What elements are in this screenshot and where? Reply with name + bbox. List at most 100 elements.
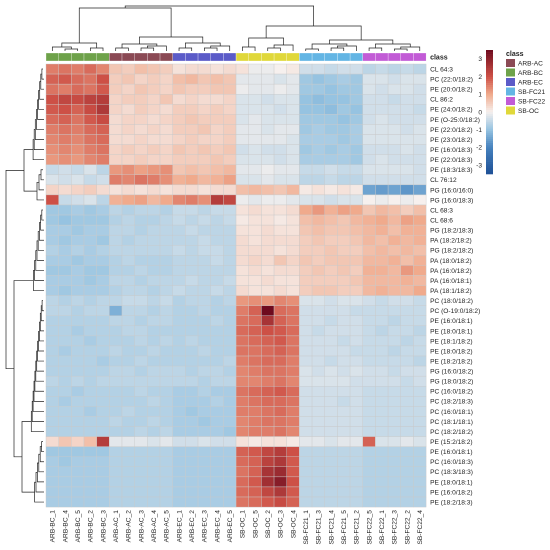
heatmap-cell bbox=[235, 194, 249, 206]
heatmap-cell bbox=[58, 375, 72, 387]
heatmap-cell bbox=[387, 466, 401, 478]
heatmap-cell bbox=[71, 164, 85, 175]
heatmap-cell bbox=[400, 446, 414, 457]
heatmap-cell bbox=[248, 446, 262, 457]
heatmap-cell bbox=[134, 496, 148, 508]
heatmap-cell bbox=[387, 426, 401, 437]
heatmap-cell bbox=[210, 124, 224, 135]
heatmap-cell bbox=[400, 204, 414, 216]
heatmap-cell bbox=[134, 204, 148, 216]
heatmap-cell bbox=[324, 114, 338, 125]
heatmap-cell bbox=[248, 214, 262, 226]
column-dendrogram-link bbox=[267, 47, 281, 51]
heatmap-cell bbox=[248, 335, 262, 347]
heatmap-cell bbox=[375, 436, 389, 447]
class-annotation-cell bbox=[96, 52, 110, 62]
class-annotation-cell bbox=[362, 52, 376, 62]
heatmap-cell bbox=[362, 214, 376, 226]
heatmap-cell bbox=[413, 204, 427, 216]
heatmap-cell bbox=[311, 134, 325, 145]
heatmap-cell bbox=[83, 335, 97, 347]
heatmap-cell bbox=[147, 406, 161, 417]
heatmap-cell bbox=[147, 416, 161, 427]
heatmap-cell bbox=[223, 83, 237, 95]
column-label: SB-FC21_3 bbox=[316, 510, 323, 545]
heatmap-cell bbox=[324, 265, 338, 276]
heatmap-cell bbox=[273, 325, 287, 337]
heatmap-cell bbox=[400, 245, 414, 256]
heatmap-cell bbox=[387, 134, 401, 145]
colorbar-segment bbox=[486, 78, 493, 82]
heatmap-cell bbox=[400, 375, 414, 387]
colorbar-segment bbox=[486, 145, 493, 148]
heatmap-cell bbox=[261, 496, 275, 508]
heatmap-cell bbox=[286, 325, 300, 337]
heatmap-cell bbox=[58, 134, 72, 145]
heatmap-cell bbox=[58, 446, 72, 457]
heatmap-cell bbox=[223, 63, 237, 75]
heatmap-cell bbox=[172, 204, 186, 216]
heatmap-cell bbox=[337, 234, 351, 246]
heatmap-cell bbox=[400, 174, 414, 186]
heatmap-cell bbox=[159, 134, 173, 145]
heatmap-cell bbox=[349, 476, 363, 488]
heatmap-cell bbox=[96, 265, 110, 276]
heatmap-cell bbox=[58, 365, 72, 377]
heatmap-cell bbox=[121, 134, 135, 145]
colorbar-segment bbox=[486, 120, 493, 123]
heatmap-cell bbox=[375, 426, 389, 437]
heatmap-cell bbox=[362, 446, 376, 457]
heatmap-cell bbox=[261, 204, 275, 216]
heatmap-cell bbox=[324, 375, 338, 387]
heatmap-cell bbox=[248, 436, 262, 447]
heatmap-cell bbox=[83, 416, 97, 427]
row-label: PC (22:0/18:2) bbox=[430, 77, 473, 84]
heatmap-cell bbox=[121, 94, 135, 105]
heatmap-cell bbox=[248, 365, 262, 377]
heatmap-cell bbox=[387, 375, 401, 387]
heatmap-cell bbox=[235, 295, 249, 306]
heatmap-cell bbox=[121, 375, 135, 387]
heatmap-cell bbox=[273, 436, 287, 447]
heatmap-cell bbox=[400, 436, 414, 447]
heatmap-cell bbox=[223, 104, 237, 115]
legend-label: ARB-BC bbox=[518, 70, 543, 77]
heatmap-cell bbox=[286, 234, 300, 246]
row-label: PA (18:1/18:2) bbox=[430, 288, 472, 295]
heatmap-cell bbox=[235, 124, 249, 135]
heatmap-cell bbox=[121, 83, 135, 95]
heatmap-cell bbox=[147, 104, 161, 115]
heatmap-cell bbox=[349, 486, 363, 498]
heatmap-cell bbox=[83, 174, 97, 186]
heatmap-cell bbox=[71, 184, 85, 196]
heatmap-cell bbox=[375, 224, 389, 236]
heatmap-cell bbox=[147, 365, 161, 377]
row-label: PC (18:2/18:2) bbox=[430, 429, 473, 436]
heatmap-cell bbox=[96, 355, 110, 367]
heatmap-cell bbox=[375, 174, 389, 186]
heatmap-cell bbox=[311, 73, 325, 85]
heatmap-cell bbox=[413, 355, 427, 367]
heatmap-cell bbox=[58, 295, 72, 306]
heatmap-cell bbox=[311, 184, 325, 196]
heatmap-cell bbox=[121, 204, 135, 216]
heatmap-cell bbox=[324, 305, 338, 316]
heatmap-cell bbox=[83, 456, 97, 468]
heatmap-cell bbox=[185, 184, 199, 196]
heatmap-cell bbox=[71, 335, 85, 347]
heatmap-cell bbox=[413, 436, 427, 447]
heatmap-cell bbox=[387, 184, 401, 196]
heatmap-cell bbox=[311, 456, 325, 468]
heatmap-cell bbox=[121, 245, 135, 256]
heatmap-cell bbox=[45, 134, 59, 145]
heatmap-cell bbox=[185, 275, 199, 286]
colorbar-segment bbox=[486, 60, 493, 63]
heatmap-cell bbox=[337, 285, 351, 296]
heatmap-cell bbox=[273, 144, 287, 155]
heatmap-cell bbox=[96, 476, 110, 488]
heatmap-cell bbox=[375, 104, 389, 115]
heatmap-cell bbox=[58, 164, 72, 175]
heatmap-cell bbox=[273, 345, 287, 357]
heatmap-cell bbox=[197, 94, 211, 105]
heatmap-cell bbox=[362, 124, 376, 135]
